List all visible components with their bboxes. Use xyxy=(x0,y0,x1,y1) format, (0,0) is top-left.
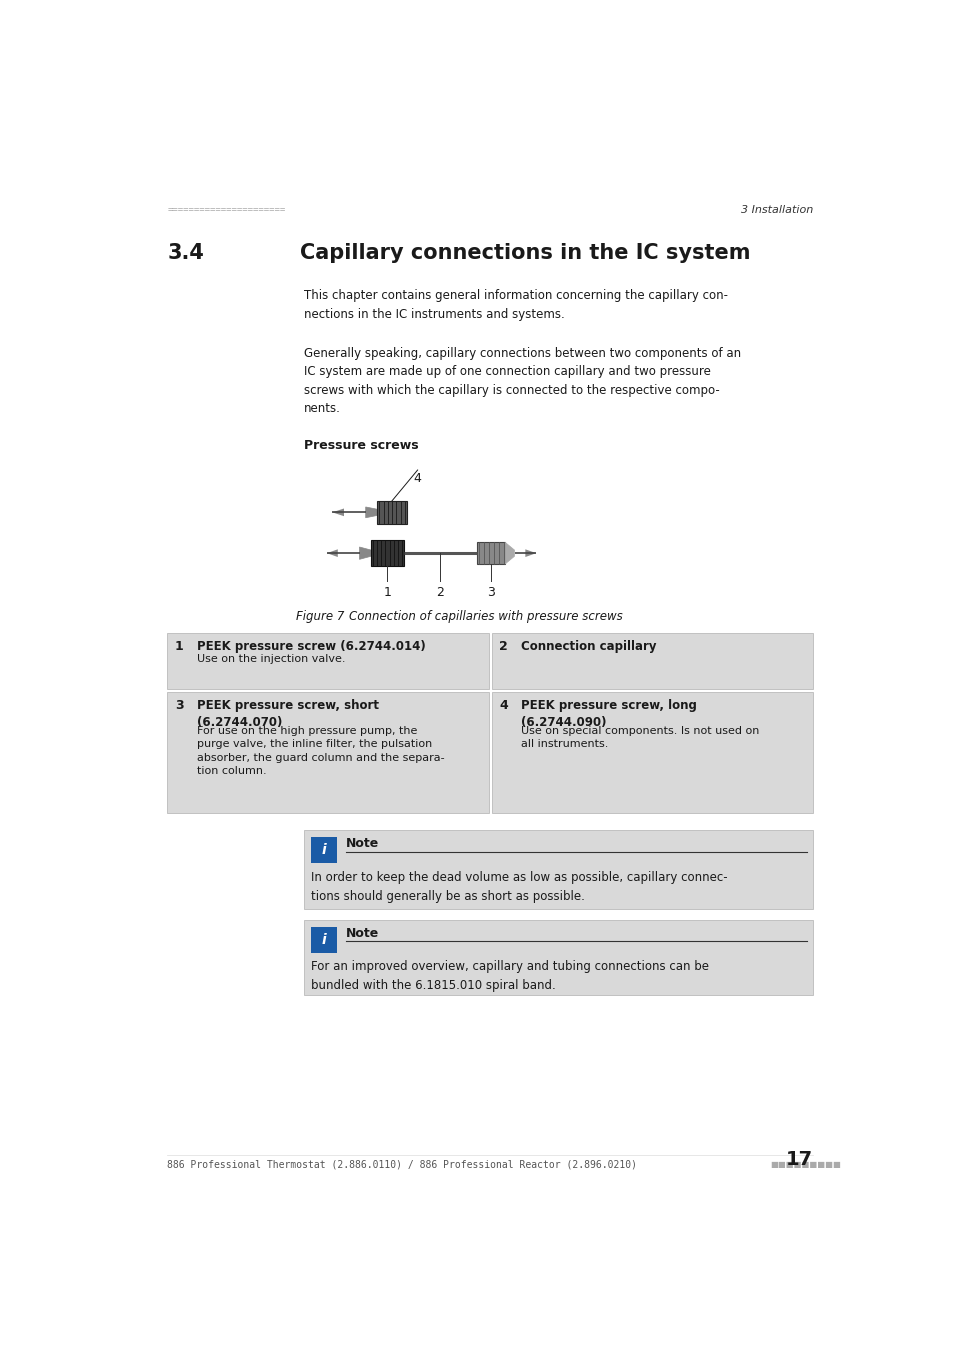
Text: 2: 2 xyxy=(498,640,508,653)
Text: 4: 4 xyxy=(414,471,421,485)
Text: In order to keep the dead volume as low as possible, capillary connec-
tions sho: In order to keep the dead volume as low … xyxy=(311,871,726,903)
FancyBboxPatch shape xyxy=(303,830,812,909)
Text: PEEK pressure screw, short
(6.2744.070): PEEK pressure screw, short (6.2744.070) xyxy=(196,699,378,729)
Text: Note: Note xyxy=(346,926,379,940)
FancyBboxPatch shape xyxy=(491,633,812,688)
Polygon shape xyxy=(505,543,514,564)
FancyBboxPatch shape xyxy=(311,926,336,953)
Text: Capillary connections in the IC system: Capillary connections in the IC system xyxy=(299,243,750,263)
Text: Figure 7: Figure 7 xyxy=(295,610,344,624)
FancyBboxPatch shape xyxy=(377,501,406,524)
Text: For an improved overview, capillary and tubing connections can be
bundled with t: For an improved overview, capillary and … xyxy=(311,960,708,992)
FancyBboxPatch shape xyxy=(371,540,403,566)
Text: PEEK pressure screw, long
(6.2744.090): PEEK pressure screw, long (6.2744.090) xyxy=(520,699,697,729)
Text: Use on the injection valve.: Use on the injection valve. xyxy=(196,653,345,664)
Polygon shape xyxy=(365,508,377,518)
Text: 2: 2 xyxy=(436,586,444,598)
Polygon shape xyxy=(327,549,337,558)
Text: 4: 4 xyxy=(498,699,508,711)
Text: For use on the high pressure pump, the
purge valve, the inline filter, the pulsa: For use on the high pressure pump, the p… xyxy=(196,726,444,776)
Text: Connection of capillaries with pressure screws: Connection of capillaries with pressure … xyxy=(348,610,621,624)
FancyBboxPatch shape xyxy=(303,919,812,995)
Text: Pressure screws: Pressure screws xyxy=(303,439,417,452)
Polygon shape xyxy=(332,509,344,516)
Text: ======================: ====================== xyxy=(167,205,285,215)
Text: Connection capillary: Connection capillary xyxy=(520,640,656,653)
Text: 3.4: 3.4 xyxy=(167,243,204,263)
Text: 1: 1 xyxy=(174,640,184,653)
Text: 3 Installation: 3 Installation xyxy=(740,205,812,215)
Text: 17: 17 xyxy=(785,1150,812,1169)
FancyBboxPatch shape xyxy=(311,837,336,864)
FancyBboxPatch shape xyxy=(167,633,488,688)
Text: ■■■■■■■■■: ■■■■■■■■■ xyxy=(769,1160,841,1169)
Text: Use on special components. Is not used on
all instruments.: Use on special components. Is not used o… xyxy=(520,726,759,749)
Text: 886 Professional Thermostat (2.886.0110) / 886 Professional Reactor (2.896.0210): 886 Professional Thermostat (2.886.0110)… xyxy=(167,1160,637,1169)
FancyBboxPatch shape xyxy=(491,691,812,814)
Polygon shape xyxy=(525,549,536,558)
Text: Generally speaking, capillary connections between two components of an
IC system: Generally speaking, capillary connection… xyxy=(303,347,740,416)
Polygon shape xyxy=(359,547,371,559)
Text: PEEK pressure screw (6.2744.014): PEEK pressure screw (6.2744.014) xyxy=(196,640,425,653)
Text: 3: 3 xyxy=(487,586,495,598)
Text: This chapter contains general information concerning the capillary con-
nections: This chapter contains general informatio… xyxy=(303,289,727,320)
Text: Note: Note xyxy=(346,837,379,850)
Text: 1: 1 xyxy=(383,586,391,598)
FancyBboxPatch shape xyxy=(476,543,505,564)
Text: i: i xyxy=(321,933,326,946)
Text: i: i xyxy=(321,844,326,857)
Text: 3: 3 xyxy=(174,699,184,711)
FancyBboxPatch shape xyxy=(167,691,488,814)
